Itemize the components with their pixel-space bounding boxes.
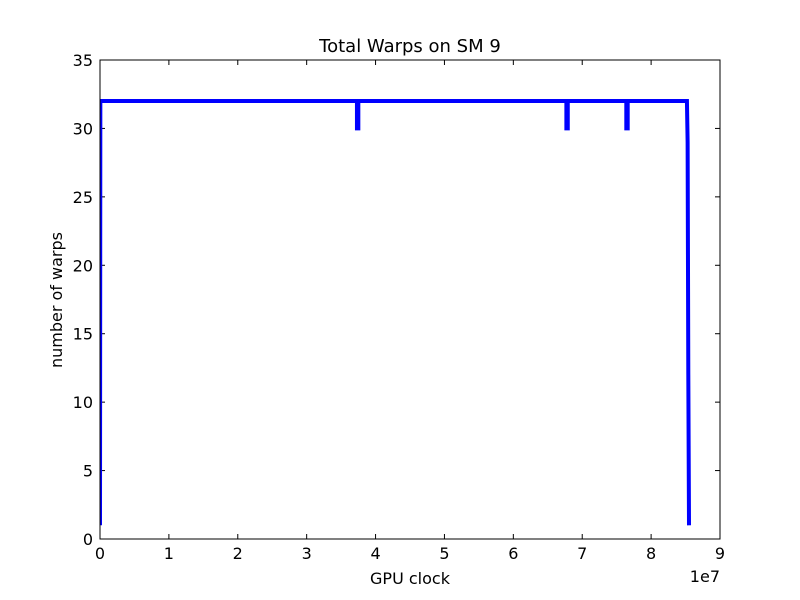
x-tick-label: 9 (715, 544, 725, 563)
y-tick-label: 35 (73, 51, 93, 70)
x-tick-label: 7 (577, 544, 587, 563)
y-tick-label: 30 (73, 119, 93, 138)
x-axis-offset-label: 1e7 (690, 567, 720, 586)
y-tick-label: 25 (73, 188, 93, 207)
x-tick-label: 2 (233, 544, 243, 563)
axis-ticks (99, 59, 721, 540)
x-tick-label: 0 (95, 544, 105, 563)
x-tick-label: 5 (439, 544, 449, 563)
y-tick-label: 5 (83, 462, 93, 481)
x-tick-label: 1 (164, 544, 174, 563)
axis-tick-labels: 0 1 2 3 4 5 6 7 8 9 0 5 10 15 20 25 30 35 (73, 51, 725, 563)
y-tick-label: 0 (83, 530, 93, 549)
plot-area (100, 99, 691, 526)
x-tick-label: 3 (302, 544, 312, 563)
x-tick-label: 4 (370, 544, 380, 563)
chart-title: Total Warps on SM 9 (318, 36, 501, 57)
x-tick-label: 8 (646, 544, 656, 563)
y-tick-label: 10 (73, 393, 93, 412)
y-tick-label: 20 (73, 256, 93, 275)
x-axis-label: GPU clock (370, 569, 451, 588)
y-tick-label: 15 (73, 325, 93, 344)
series-line (100, 99, 691, 526)
x-tick-label: 6 (508, 544, 518, 563)
y-axis-label: number of warps (47, 232, 66, 368)
plot-frame (99, 59, 721, 540)
